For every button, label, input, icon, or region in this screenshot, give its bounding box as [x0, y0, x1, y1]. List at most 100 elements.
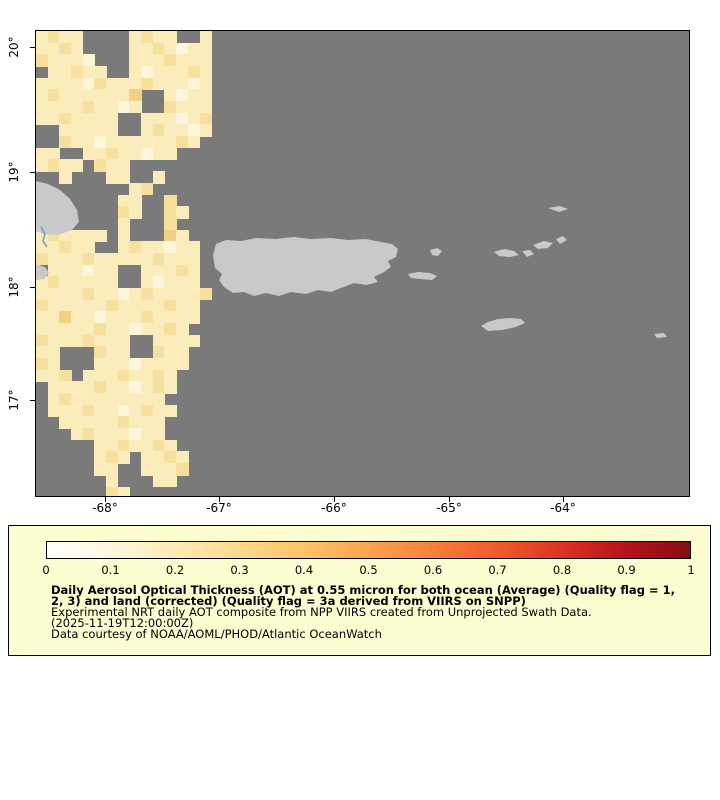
aot-cell — [106, 77, 119, 91]
aot-cell — [117, 346, 131, 359]
colorbar-tick-label: 0.8 — [552, 563, 572, 577]
aot-cell — [71, 136, 84, 149]
aot-cell — [82, 311, 96, 324]
aot-cell — [176, 252, 189, 266]
aot-cell — [59, 241, 72, 254]
aot-cell — [176, 276, 189, 289]
colorbar-tick-label: 1 — [687, 563, 695, 577]
aot-cell — [141, 147, 154, 161]
colorbar-tick-label: 0.3 — [230, 563, 249, 577]
aot-cell — [59, 252, 72, 266]
aot-cell — [117, 136, 131, 149]
aot-cell — [82, 323, 96, 336]
aot-cell — [117, 311, 131, 324]
aot-cell — [152, 334, 166, 348]
aot-colorbar — [46, 541, 691, 559]
aot-cell — [152, 369, 166, 383]
aot-cell — [141, 31, 154, 44]
aot-cell — [164, 474, 177, 488]
aot-cell — [117, 101, 131, 114]
aot-cell — [129, 416, 142, 429]
aot-cell — [199, 77, 212, 91]
aot-cell — [36, 358, 49, 371]
aot-cell — [71, 393, 84, 406]
aot-cell — [187, 66, 201, 79]
aot-cell — [176, 136, 189, 149]
aot-cell — [117, 217, 131, 231]
small-east-island — [654, 333, 667, 338]
aot-cell — [47, 89, 61, 102]
aot-cell — [141, 369, 154, 383]
aot-cell — [71, 381, 84, 394]
aot-cell — [152, 77, 166, 91]
legend-title-line-1: Daily Aerosol Optical Thickness (AOT) at… — [51, 583, 675, 597]
aot-cell — [71, 241, 84, 254]
aot-cell — [117, 358, 131, 371]
aot-cell — [47, 393, 61, 406]
aot-cell — [36, 101, 49, 114]
aot-cell — [106, 381, 119, 394]
aot-cell — [164, 229, 177, 242]
aot-cell — [47, 264, 61, 277]
aot-cell — [71, 252, 84, 266]
aot-cell — [199, 101, 212, 114]
aot-cell — [59, 311, 72, 324]
aot-cell — [94, 369, 107, 383]
aot-cell — [94, 346, 107, 359]
aot-cell — [106, 463, 119, 476]
aot-cell — [59, 287, 72, 301]
aot-cell — [36, 287, 49, 301]
aot-cell — [141, 276, 154, 289]
aot-cell — [176, 112, 189, 126]
aot-cell — [36, 42, 49, 56]
aot-cell — [106, 171, 119, 184]
aot-cell — [36, 299, 49, 312]
aot-cell — [164, 323, 177, 336]
aot-cell — [152, 112, 166, 126]
aot-cell — [71, 299, 84, 312]
aot-cell — [176, 264, 189, 277]
latitude-tick-label: 17° — [7, 389, 21, 411]
aot-cell — [82, 241, 96, 254]
aot-cell — [47, 381, 61, 394]
aot-cell — [71, 112, 84, 126]
aot-cell — [187, 124, 201, 137]
aot-cell — [36, 112, 49, 126]
aot-cell — [106, 252, 119, 266]
aot-cell — [129, 101, 142, 114]
aot-cell — [152, 31, 166, 44]
aot-cell — [152, 474, 166, 488]
aot-cell — [164, 451, 177, 464]
aot-cell — [106, 486, 119, 496]
map-plot-area — [35, 30, 690, 497]
st-thomas-island — [494, 249, 519, 257]
aot-cell — [164, 194, 177, 207]
culebra-island — [430, 248, 442, 256]
aot-cell — [199, 42, 212, 56]
aot-cell — [176, 124, 189, 137]
aot-cell — [82, 89, 96, 102]
aot-cell — [82, 77, 96, 91]
aot-cell — [152, 393, 166, 406]
aot-cell — [47, 112, 61, 126]
aot-cell — [152, 416, 166, 429]
aot-cell — [47, 311, 61, 324]
longitude-tick-mark — [219, 497, 220, 502]
aot-cell — [152, 381, 166, 394]
aot-cell — [117, 428, 131, 441]
aot-cell — [94, 334, 107, 348]
aot-cell — [129, 31, 142, 44]
aot-cell — [187, 136, 201, 149]
aot-cell — [106, 334, 119, 348]
colorbar-tick-label: 0.5 — [359, 563, 378, 577]
st-croix-island — [481, 318, 525, 331]
aot-cell — [117, 194, 131, 207]
aot-cell — [176, 463, 189, 476]
aot-cell — [117, 89, 131, 102]
aot-cell — [187, 287, 201, 301]
aot-cell — [47, 404, 61, 418]
aot-cell — [176, 358, 189, 371]
aot-cell — [59, 416, 72, 429]
aot-cell — [71, 229, 84, 242]
aot-cell — [47, 42, 61, 56]
